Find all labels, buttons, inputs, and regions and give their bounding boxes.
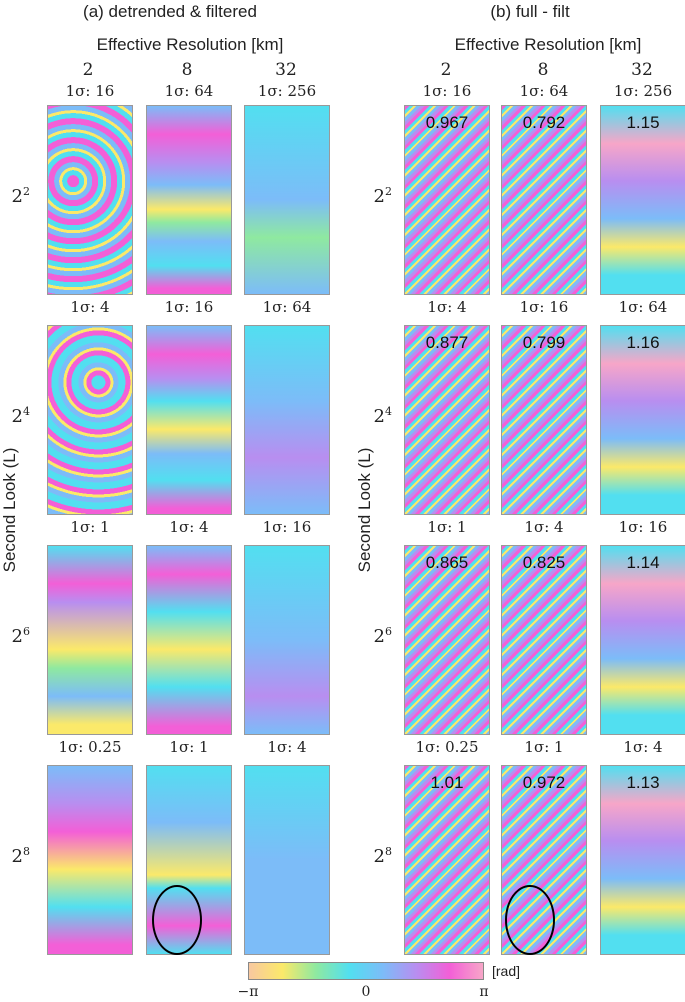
panel-b-value: 0.972	[522, 773, 566, 792]
panel-b-image	[501, 105, 587, 295]
panel-b-sigma-label: 1σ: 4	[623, 738, 663, 756]
colorbar	[248, 962, 484, 980]
panel-b-sigma-label: 1σ: 64	[519, 82, 569, 100]
panel-a-sigma-label: 1σ: 16	[262, 518, 312, 536]
panel-a-image	[146, 325, 232, 515]
panel-a-col-2: 2	[82, 60, 94, 80]
panel-b-value: 1.14	[626, 553, 660, 572]
highlight-ellipse	[152, 885, 202, 955]
panel-a-sigma-label: 1σ: 1	[169, 738, 209, 756]
panel-b-sigma-label: 1σ: 16	[519, 298, 569, 316]
panel-b-sigma-label: 1σ: 1	[524, 738, 564, 756]
panel-b-image	[501, 545, 587, 735]
panel-b-value: 1.16	[626, 333, 660, 352]
panel-b-image	[600, 325, 685, 515]
y-axis-label-left: Second Look (L)	[0, 447, 19, 573]
panel-b-image	[404, 545, 490, 735]
panel-b-image	[404, 765, 490, 955]
panel-a-image	[47, 105, 133, 295]
panel-b-sigma-label: 1σ: 1	[427, 518, 467, 536]
panel-b-image	[404, 105, 490, 295]
panel-a-sigma-label: 1σ: 64	[164, 82, 214, 100]
panel-a-title: (a) detrended & filtered	[83, 2, 257, 21]
panel-b-col-2: 2	[440, 60, 452, 80]
panel-a-image	[244, 765, 330, 955]
panel-b-image	[600, 545, 685, 735]
panel-a-image	[47, 765, 133, 955]
panel-a-image	[47, 325, 133, 515]
panel-a-sigma-label: 1σ: 1	[70, 518, 110, 536]
panel-a-sigma-label: 1σ: 4	[267, 738, 307, 756]
panel-a-col-8: 8	[181, 60, 193, 80]
panel-a-image	[146, 105, 232, 295]
panel-b-sigma-label: 1σ: 16	[618, 518, 668, 536]
panel-b-value: 0.792	[522, 113, 566, 132]
y-axis-label-right: Second Look (L)	[355, 447, 374, 573]
row-label-b-3: 28	[373, 845, 392, 867]
panel-b-image	[404, 325, 490, 515]
panel-b-image	[501, 325, 587, 515]
panel-a-image	[146, 545, 232, 735]
row-label-b-0: 22	[373, 185, 392, 207]
panel-a-header: Effective Resolution [km]	[96, 35, 284, 54]
panel-a-image	[244, 325, 330, 515]
colorbar-max-label: π	[479, 984, 489, 1000]
panel-b-value: 1.01	[430, 773, 464, 792]
panel-b-col-32: 32	[631, 60, 653, 80]
colorbar-min-label: −π	[237, 984, 259, 1000]
colorbar-unit: [rad]	[492, 963, 521, 979]
row-label-1: 24	[11, 405, 30, 427]
panel-b-value: 1.15	[626, 113, 660, 132]
panel-a-image	[244, 545, 330, 735]
panel-a-sigma-label: 1σ: 4	[169, 518, 209, 536]
panel-b-sigma-label: 1σ: 16	[422, 82, 472, 100]
panel-b-col-8: 8	[537, 60, 549, 80]
panel-b-image	[600, 765, 685, 955]
panel-a-image	[244, 105, 330, 295]
panel-b-value: 0.799	[522, 333, 566, 352]
panel-b-value: 0.967	[425, 113, 469, 132]
panel-a-sigma-label: 1σ: 16	[164, 298, 214, 316]
panel-b-sigma-label: 1σ: 0.25	[415, 738, 479, 756]
panel-b-title: (b) full - filt	[490, 2, 570, 21]
panel-b-header: Effective Resolution [km]	[454, 35, 642, 54]
row-label-b-1: 24	[373, 405, 392, 427]
panel-a-sigma-label: 1σ: 16	[65, 82, 115, 100]
row-label-0: 22	[11, 185, 30, 207]
panel-b-sigma-label: 1σ: 4	[524, 518, 564, 536]
panel-b-value: 0.877	[425, 333, 469, 352]
panel-b-value: 1.13	[626, 773, 660, 792]
panel-a-sigma-label: 1σ: 256	[257, 82, 317, 100]
row-label-3: 28	[11, 845, 30, 867]
panel-b-value: 0.865	[425, 553, 469, 572]
panel-a-col-32: 32	[275, 60, 297, 80]
panel-a-sigma-label: 1σ: 4	[70, 298, 110, 316]
panel-a-sigma-label: 1σ: 0.25	[58, 738, 122, 756]
panel-b-sigma-label: 1σ: 256	[613, 82, 673, 100]
panel-a-sigma-label: 1σ: 64	[262, 298, 312, 316]
row-label-b-2: 26	[373, 625, 392, 647]
panel-b-image	[600, 105, 685, 295]
highlight-ellipse	[505, 885, 555, 955]
panel-b-sigma-label: 1σ: 64	[618, 298, 668, 316]
row-label-2: 26	[11, 625, 30, 647]
panel-a-image	[47, 545, 133, 735]
panel-b-sigma-label: 1σ: 4	[427, 298, 467, 316]
colorbar-mid-label: 0	[361, 984, 371, 1000]
panel-b-value: 0.825	[522, 553, 566, 572]
